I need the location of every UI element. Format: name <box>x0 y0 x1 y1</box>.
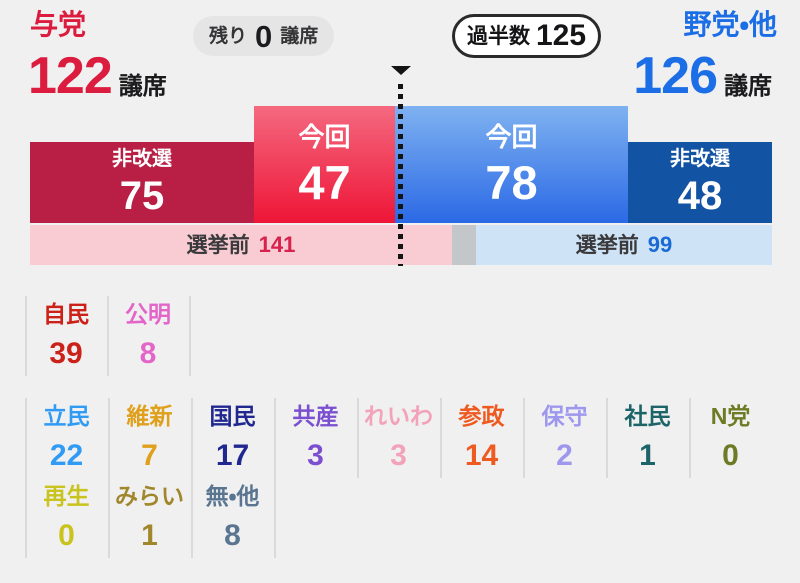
party-name: 共産 <box>292 402 339 429</box>
pre-value: 99 <box>647 232 673 257</box>
grid-divider <box>191 398 193 558</box>
party-name: みらい <box>115 482 184 509</box>
party-seats: 3 <box>307 439 324 473</box>
pre-value: 141 <box>258 232 296 257</box>
segment-value: 75 <box>119 174 165 218</box>
bar-opposition-current: 今回 78 <box>395 106 628 223</box>
segment-label: 今回 <box>485 121 538 152</box>
segment-label: 非改選 <box>670 148 730 170</box>
party-name: 参政 <box>458 402 505 429</box>
party-cell-hoshu: 保守 2 <box>523 398 606 478</box>
opposition-seat-number: 126 <box>633 47 718 105</box>
remaining-value: 0 <box>255 18 273 54</box>
grid-divider <box>108 398 110 558</box>
segment-label: 今回 <box>298 121 351 152</box>
party-seats: 14 <box>464 439 499 473</box>
remaining-seats-pill: 残り 0 議席 <box>193 16 335 56</box>
grid-divider <box>689 398 691 478</box>
party-cell-ishin: 維新 7 <box>108 398 191 478</box>
grid-divider <box>107 296 109 376</box>
segment-value: 48 <box>677 174 723 218</box>
party-cell-jimin: 自民 39 <box>25 296 107 376</box>
majority-value: 125 <box>536 19 587 52</box>
party-seats: 7 <box>141 439 158 473</box>
grid-divider <box>274 398 276 558</box>
party-name: 公明 <box>125 300 171 327</box>
party-seats: 39 <box>49 337 83 371</box>
party-seats: 0 <box>722 439 739 473</box>
party-seats: 22 <box>49 439 84 473</box>
party-seats: 8 <box>224 519 241 553</box>
party-cell-saisei: 再生 0 <box>25 478 108 558</box>
party-cell-kyosan: 共産 3 <box>274 398 357 478</box>
party-cell-sansei: 参政 14 <box>440 398 523 478</box>
party-cell-kokumin: 国民 17 <box>191 398 274 478</box>
opposition-label: 野党・他 <box>683 9 777 40</box>
ruling-seat-total: 122 議席 <box>28 50 167 102</box>
grid-divider <box>606 398 608 478</box>
party-name: 維新 <box>126 402 173 429</box>
seat-unit-label: 議席 <box>724 73 772 100</box>
bar-pre-election-gap <box>452 225 476 265</box>
majority-pill: 過半数 125 <box>452 14 602 58</box>
pre-label: 選挙前 <box>575 233 639 257</box>
party-name: 社民 <box>624 402 671 429</box>
grid-divider <box>357 398 359 478</box>
party-name: 立民 <box>43 402 90 429</box>
party-name: 無・他 <box>205 482 260 509</box>
pre-label: 選挙前 <box>186 233 250 257</box>
segment-value: 47 <box>298 155 351 209</box>
seat-unit-label: 議席 <box>118 73 167 100</box>
party-name: 国民 <box>209 402 256 429</box>
majority-marker-icon <box>391 66 411 75</box>
party-seats: 8 <box>139 337 157 371</box>
party-seats: 0 <box>58 519 75 553</box>
ruling-coalition-label: 与党 <box>30 9 87 40</box>
party-cell-nto: N党 0 <box>689 398 772 478</box>
party-seats: 1 <box>141 519 158 553</box>
party-cell-rikumin: 立民 22 <box>25 398 108 478</box>
party-cell-reiwa: れいわ 3 <box>357 398 440 478</box>
party-name: 再生 <box>43 482 90 509</box>
party-name: れいわ <box>364 402 433 429</box>
party-cell-shamin: 社民 1 <box>606 398 689 478</box>
grid-divider <box>440 398 442 478</box>
bar-ruling-fixed: 非改選 75 <box>30 142 254 223</box>
grid-divider <box>523 398 525 478</box>
grid-divider <box>25 398 27 558</box>
grid-divider <box>189 296 191 376</box>
party-name: 保守 <box>541 402 588 429</box>
party-seats: 3 <box>390 439 407 473</box>
remaining-prefix: 残り <box>209 25 248 47</box>
bar-opposition-pre-election: 選挙前 99 <box>476 225 772 265</box>
grid-divider <box>25 296 27 376</box>
segment-label: 非改選 <box>112 148 172 170</box>
party-name: N党 <box>710 402 751 429</box>
party-name: 自民 <box>43 300 89 327</box>
opposition-seat-total: 126 議席 <box>633 50 772 102</box>
party-seats: 2 <box>556 439 573 473</box>
bar-opposition-fixed: 非改選 48 <box>628 142 772 223</box>
party-cell-mushozoku-ta: 無・他 8 <box>191 478 274 558</box>
segment-value: 78 <box>485 155 538 209</box>
majority-dotted-line <box>398 84 403 266</box>
majority-label: 過半数 <box>467 24 530 48</box>
party-cell-mirai: みらい 1 <box>108 478 191 558</box>
party-cell-komei: 公明 8 <box>107 296 189 376</box>
ruling-seat-number: 122 <box>28 47 113 105</box>
party-seats: 17 <box>215 439 250 473</box>
bar-ruling-pre-election: 選挙前 141 <box>30 225 452 265</box>
party-seats: 1 <box>639 439 656 473</box>
bar-ruling-current: 今回 47 <box>254 106 395 223</box>
remaining-suffix: 議席 <box>280 25 319 47</box>
